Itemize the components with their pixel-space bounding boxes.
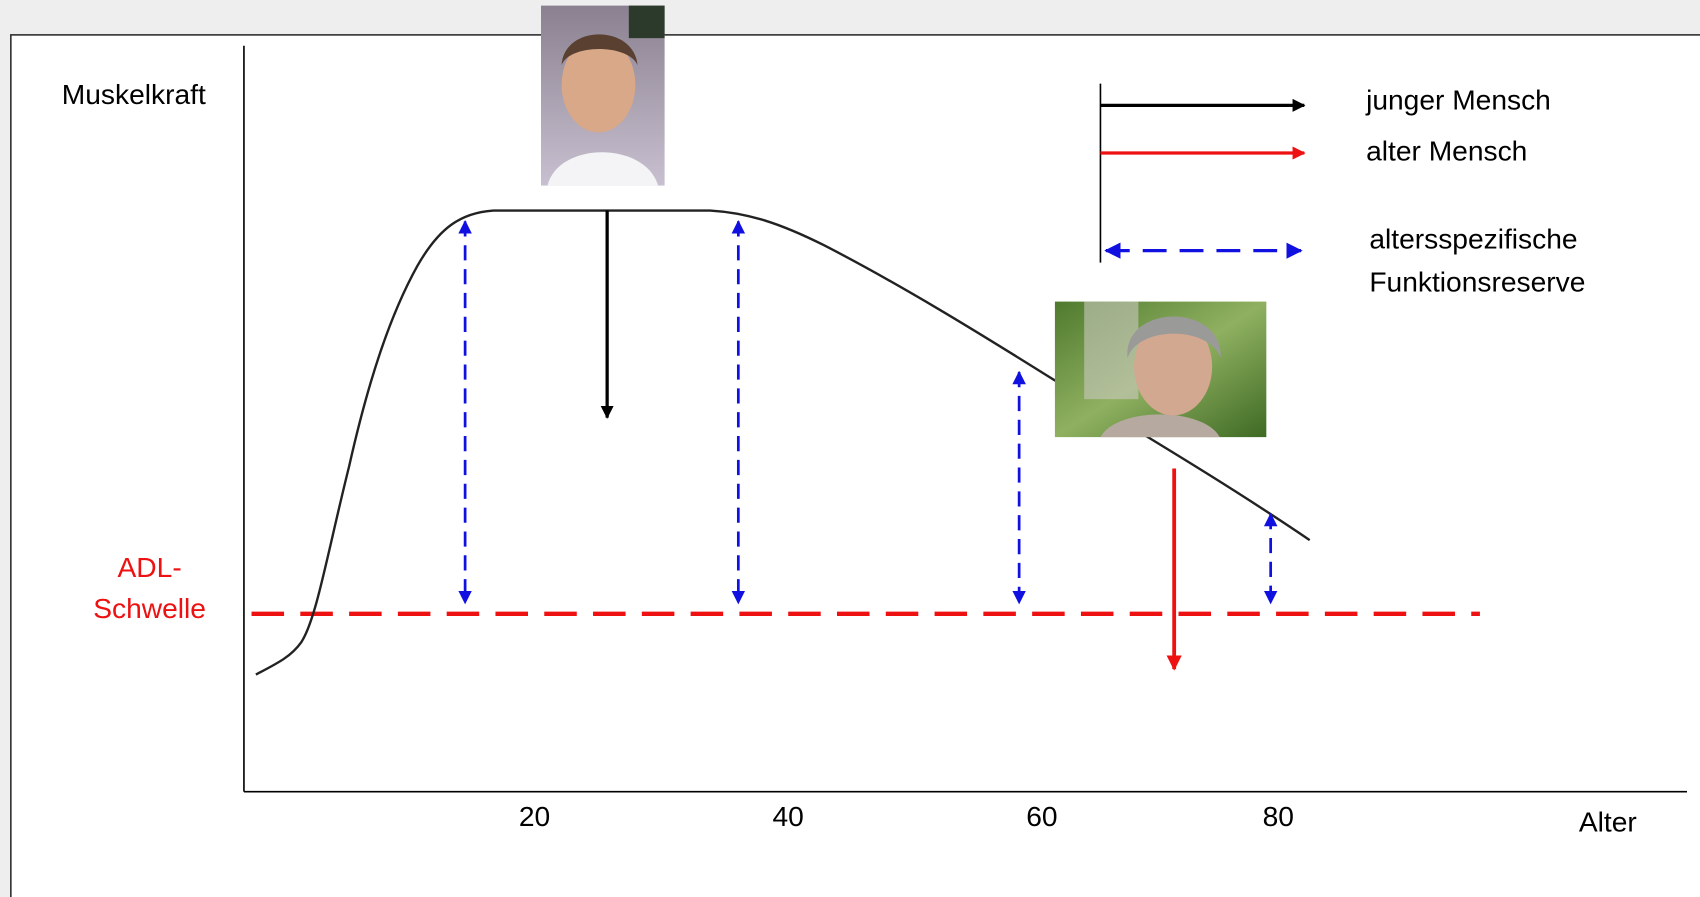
photo-young [541,6,665,186]
y-axis-label: Muskelkraft [62,78,206,110]
legend-label: Funktionsreserve [1369,266,1585,298]
x-tick-label: 80 [1263,800,1294,832]
threshold-label: ADL- [118,551,182,583]
x-tick-label: 60 [1026,800,1057,832]
legend-label: alter Mensch [1366,134,1527,166]
legend-label: junger Mensch [1365,84,1551,116]
x-axis-label: Alter [1579,806,1637,838]
photo-old [1055,302,1266,438]
x-tick-label: 20 [519,800,550,832]
x-tick-label: 40 [773,800,804,832]
page: junger Mensch alter Mensch altersspezifi… [0,0,1700,897]
threshold-label: Schwelle [93,592,206,624]
legend-label: altersspezifische [1369,222,1577,254]
diagram: junger Mensch alter Mensch altersspezifi… [0,0,1700,897]
